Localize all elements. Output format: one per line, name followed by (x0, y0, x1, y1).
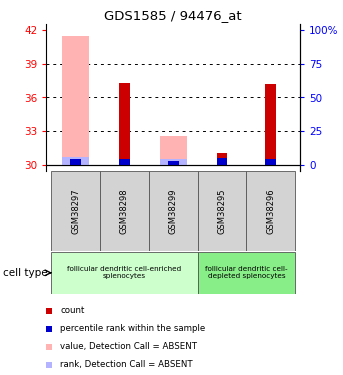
Bar (100, 171, 149, 251)
Text: count: count (60, 306, 84, 315)
Bar (51, 252, 198, 294)
Bar (246, 171, 295, 251)
Bar (62, 36, 89, 165)
Bar (168, 160, 179, 165)
Text: follicular dendritic cell-enriched
splenocytes: follicular dendritic cell-enriched splen… (67, 266, 181, 279)
Text: GSM38297: GSM38297 (71, 188, 80, 234)
Text: value, Detection Call = ABSENT: value, Detection Call = ABSENT (60, 342, 197, 351)
Text: GSM38296: GSM38296 (266, 188, 275, 234)
Title: GDS1585 / 94476_at: GDS1585 / 94476_at (104, 9, 242, 22)
Text: follicular dendritic cell-
depleted splenocytes: follicular dendritic cell- depleted sple… (205, 266, 288, 279)
Text: cell type: cell type (3, 268, 48, 278)
Bar (198, 252, 295, 294)
Bar (265, 159, 276, 165)
Bar (62, 157, 89, 165)
Text: GSM38298: GSM38298 (120, 188, 129, 234)
Bar (119, 83, 130, 165)
Bar (160, 136, 187, 165)
Bar (160, 159, 187, 165)
Text: percentile rank within the sample: percentile rank within the sample (60, 324, 205, 333)
Text: GSM38299: GSM38299 (169, 188, 178, 234)
Bar (217, 158, 227, 165)
Bar (51, 171, 100, 251)
Bar (70, 159, 81, 165)
Bar (217, 153, 227, 165)
Bar (149, 171, 198, 251)
Text: rank, Detection Call = ABSENT: rank, Detection Call = ABSENT (60, 360, 193, 369)
Bar (119, 159, 130, 165)
Bar (70, 161, 81, 165)
Bar (265, 84, 276, 165)
Bar (168, 163, 179, 165)
Text: GSM38295: GSM38295 (217, 188, 226, 234)
Bar (198, 171, 246, 251)
